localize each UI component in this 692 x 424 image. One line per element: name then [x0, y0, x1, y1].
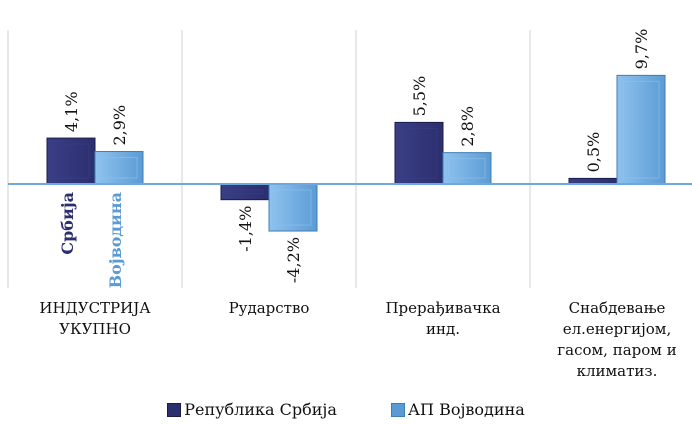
category-label: Рударство — [228, 299, 310, 317]
bar-vojvodina — [94, 151, 144, 185]
data-label: 0,5% — [584, 132, 603, 173]
series-annotation: Војводина — [106, 192, 125, 288]
data-label: -4,2% — [284, 237, 303, 283]
bar-bevel — [400, 127, 438, 179]
bar-bevel — [52, 143, 90, 179]
bar-vojvodina — [442, 152, 492, 185]
bar-vojvodina — [268, 183, 318, 232]
legend-item-republic: Република Србија — [167, 400, 337, 419]
legend-label-republic: Република Србија — [184, 400, 337, 419]
category-label: Прерађивачка инд. — [385, 299, 501, 338]
legend: Република Србија АП Војводина — [0, 400, 692, 419]
data-label: 5,5% — [410, 76, 429, 117]
data-label: 4,1% — [62, 91, 81, 132]
bar-bevel — [448, 158, 486, 179]
data-label: -1,4% — [236, 206, 255, 252]
bar-bevel — [100, 157, 138, 179]
bar-vojvodina — [616, 74, 666, 185]
bar-bevel — [274, 189, 312, 226]
legend-label-vojvodina: АП Војводина — [407, 400, 525, 419]
bar-republic — [394, 121, 444, 185]
category-label: Снабдевање ел.енергијом, гасом, паром и … — [557, 299, 677, 380]
data-label: 2,9% — [110, 105, 129, 146]
bar-republic — [46, 137, 96, 185]
legend-swatch-vojvodina — [390, 402, 405, 417]
bar-bevel — [622, 80, 660, 179]
data-label: 9,7% — [632, 29, 651, 70]
chart-plot: 4,1% 2,9% -1,4% -4,2% 5,5% 2,8% 0,5% 9,7% Србија… — [7, 29, 692, 288]
data-label: 2,8% — [458, 106, 477, 147]
category-label: ИНДУСТРИЈА УКУПНО — [39, 299, 151, 338]
bar-republic — [220, 183, 270, 201]
legend-item-vojvodina: АП Војводина — [390, 400, 525, 419]
bar-bevel — [226, 189, 264, 195]
series-annotation: Србија — [58, 192, 77, 255]
legend-swatch-republic — [167, 402, 182, 417]
